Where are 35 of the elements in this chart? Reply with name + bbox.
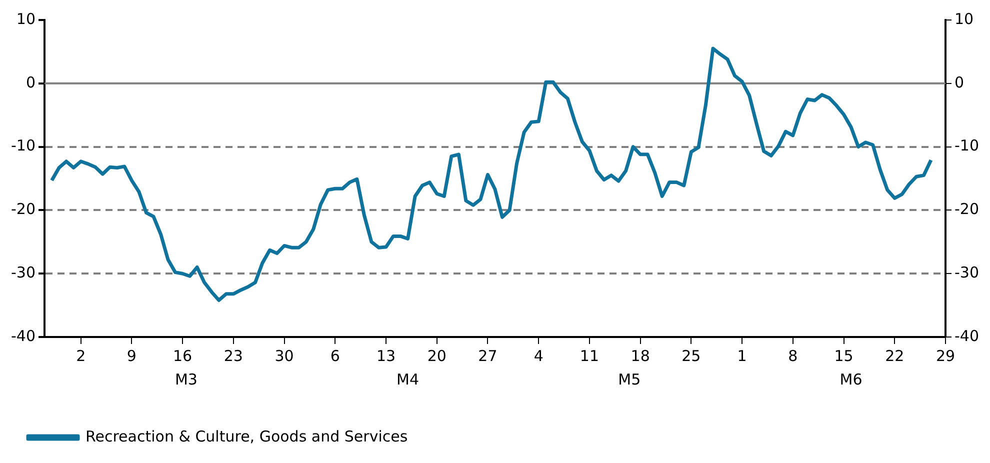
y2-tick-label: 0 [954,73,964,92]
y-tick-label: -40 [11,326,36,345]
x-tick-label: 1 [737,346,747,365]
y2-tick-label: -10 [954,136,979,155]
text: M4 [396,370,420,388]
x-tick-label: 2 [76,346,86,365]
x-tick-label: 11 [580,346,600,365]
y2-tick-label: -20 [954,200,979,218]
y-tick-label: -20 [11,200,36,218]
legend-label: Recreaction & Culture, Goods and Services [86,427,408,446]
x-tick-label: 30 [274,346,294,365]
x-tick-label: 9 [126,346,136,365]
y-tick-label: -10 [11,136,36,155]
y-tick-label: 10 [16,10,36,28]
y-tick-label: 0 [26,73,36,92]
x-tick-label: 29 [936,346,956,365]
x-tick-label: 16 [173,346,192,365]
x-tick-label: 18 [630,346,650,365]
x-tick-label: 22 [885,346,904,365]
text: M3 [174,370,198,388]
text: M6 [840,370,862,388]
y2-tick-label: 10 [954,10,974,28]
x-tick-label: 8 [788,346,798,365]
x-tick-label: 27 [478,346,498,365]
x-tick-label: 4 [534,346,544,365]
y2-tick-label: -30 [954,263,979,282]
x-tick-label: 15 [834,346,854,365]
y2-tick-label: -40 [954,326,979,345]
x-tick-label: 6 [330,346,340,365]
x-tick-label: 20 [427,346,446,365]
x-tick-label: 23 [224,346,243,365]
text: M5 [618,370,641,388]
y-tick-label: -30 [11,263,36,282]
x-tick-label: 13 [376,346,396,365]
x-tick-label: 25 [682,346,701,365]
